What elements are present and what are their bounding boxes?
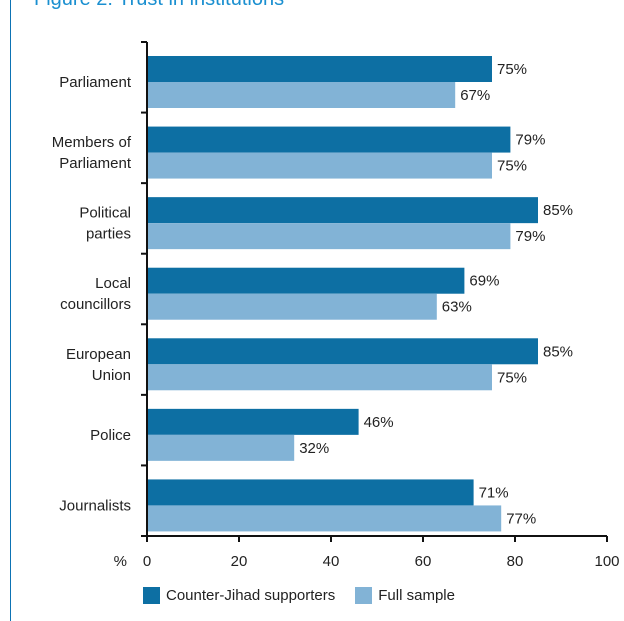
left-accent-rule	[10, 0, 11, 621]
bar-counter-jihad-2	[147, 197, 538, 224]
value-label-full-sample-5: 32%	[299, 440, 329, 457]
value-label-counter-jihad-1: 79%	[515, 132, 545, 149]
category-label-2: Political parties	[79, 205, 131, 243]
legend-item-full-sample: Full sample	[355, 587, 455, 604]
x-tick-label-5: 100	[594, 553, 619, 570]
bar-full-sample-3	[147, 293, 437, 320]
value-label-counter-jihad-4: 85%	[543, 343, 573, 360]
category-label-3: Local councillors	[60, 275, 131, 313]
value-label-full-sample-1: 75%	[497, 158, 527, 175]
bar-counter-jihad-0	[147, 56, 492, 82]
value-label-counter-jihad-0: 75%	[497, 61, 527, 78]
bar-full-sample-6	[147, 505, 502, 532]
legend-label-full-sample: Full sample	[378, 587, 455, 604]
value-label-full-sample-6: 77%	[506, 510, 536, 527]
value-label-full-sample-2: 79%	[515, 228, 545, 245]
bar-full-sample-2	[147, 223, 511, 250]
value-label-full-sample-0: 67%	[460, 87, 490, 104]
value-label-counter-jihad-3: 69%	[469, 273, 499, 290]
bar-counter-jihad-4	[147, 338, 538, 365]
value-label-full-sample-3: 63%	[442, 299, 472, 316]
x-tick-label-2: 40	[323, 553, 340, 570]
x-axis-label: %	[114, 553, 127, 570]
value-label-counter-jihad-2: 85%	[543, 202, 573, 219]
legend-item-counter-jihad: Counter-Jihad supporters	[143, 587, 335, 604]
category-label-5: Police	[90, 427, 131, 444]
x-tick-label-3: 60	[415, 553, 432, 570]
bar-counter-jihad-6	[147, 479, 474, 506]
bar-chart: 75% 67% Parliament 79% 75% Members of Parliame…	[52, 41, 620, 570]
bar-full-sample-5	[147, 434, 295, 461]
value-label-counter-jihad-5: 46%	[364, 414, 394, 431]
bar-counter-jihad-1	[147, 126, 511, 153]
x-tick-label-0: 0	[143, 553, 151, 570]
x-tick-label-4: 80	[507, 553, 524, 570]
chart-legend: Counter-Jihad supporters Full sample	[143, 587, 475, 604]
category-label-0: Parliament	[59, 74, 132, 91]
category-label-4: European Union	[66, 346, 131, 384]
legend-swatch-full-sample	[355, 587, 373, 604]
bar-full-sample-0	[147, 82, 456, 108]
value-label-counter-jihad-6: 71%	[479, 484, 509, 501]
bar-full-sample-1	[147, 152, 492, 179]
figure-title: Figure 2: Trust in institutions	[34, 0, 284, 11]
bar-counter-jihad-3	[147, 267, 465, 294]
bar-full-sample-4	[147, 364, 492, 391]
legend-label-counter-jihad: Counter-Jihad supporters	[166, 587, 336, 604]
value-label-full-sample-4: 75%	[497, 369, 527, 386]
x-tick-label-1: 20	[231, 553, 248, 570]
category-label-1: Members of Parliament	[52, 134, 132, 172]
category-label-6: Journalists	[59, 497, 131, 514]
bar-counter-jihad-5	[147, 408, 359, 435]
legend-swatch-counter-jihad	[143, 587, 160, 604]
